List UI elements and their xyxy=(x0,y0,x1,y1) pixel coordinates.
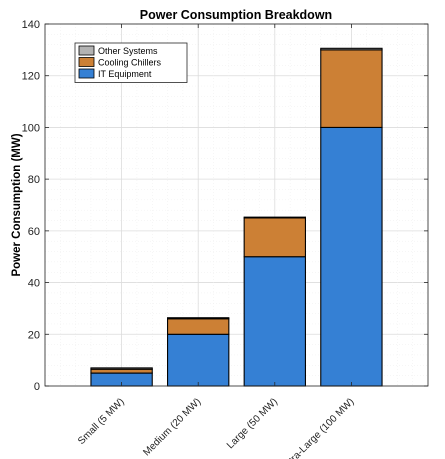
y-tick-label: 60 xyxy=(28,226,40,238)
legend-swatch xyxy=(78,68,95,79)
y-tick-label: 80 xyxy=(28,174,40,186)
y-tick-label: 40 xyxy=(28,278,40,290)
x-tick-label: Small (5 MW) xyxy=(76,396,127,447)
bar-it-equipment-3 xyxy=(243,256,306,387)
y-tick-label: 140 xyxy=(22,19,40,31)
bar-cooling-chillers-2 xyxy=(167,318,230,335)
bar-cooling-chillers-1 xyxy=(90,368,153,374)
chart-title: Power Consumption Breakdown xyxy=(140,8,332,22)
x-tick-label: Large (50 MW) xyxy=(225,396,280,451)
y-tick-label: 0 xyxy=(34,381,40,393)
plot-frame xyxy=(44,23,429,387)
x-tick-label: Extra-Large (100 MW) xyxy=(279,396,357,459)
bar-other-systems-2 xyxy=(167,317,230,320)
bars xyxy=(90,47,383,387)
bar-cooling-chillers-3 xyxy=(243,217,306,258)
legend-entry: Cooling Chillers xyxy=(98,58,162,68)
bar-cooling-chillers-4 xyxy=(320,49,383,128)
legend-swatch xyxy=(78,57,95,67)
bar-it-equipment-2 xyxy=(167,333,230,387)
legend-entry: Other Systems xyxy=(98,46,158,56)
x-tick-label: Medium (20 MW) xyxy=(141,396,203,458)
y-tick-label: 100 xyxy=(22,122,40,134)
y-tick-label: 120 xyxy=(22,71,40,83)
bar-other-systems-4 xyxy=(320,47,383,51)
y-tick-label: 20 xyxy=(28,329,40,341)
bar-other-systems-1 xyxy=(90,367,153,370)
bar-it-equipment-4 xyxy=(320,126,383,387)
bar-other-systems-3 xyxy=(243,216,306,219)
legend-swatch xyxy=(78,45,95,56)
y-axis-ticks: 0 20 40 60 80 100 120 140 xyxy=(22,19,428,393)
y-axis-label: Power Consumption (MW) xyxy=(11,133,23,276)
legend-entry: IT Equipment xyxy=(98,69,152,79)
